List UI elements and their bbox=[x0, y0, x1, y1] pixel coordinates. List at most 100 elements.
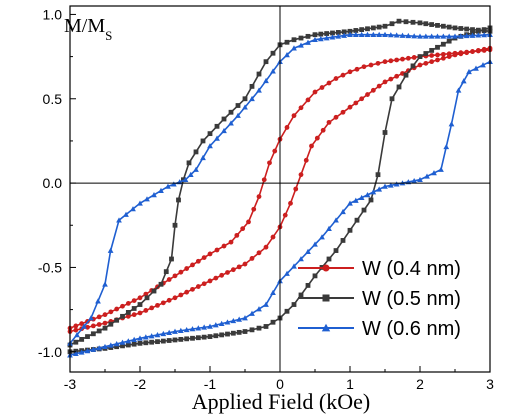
data-point bbox=[207, 278, 213, 284]
data-point bbox=[195, 284, 201, 289]
data-point bbox=[470, 49, 475, 54]
data-point bbox=[370, 87, 376, 93]
data-point bbox=[182, 176, 189, 183]
data-point bbox=[148, 333, 155, 339]
data-point bbox=[225, 331, 230, 337]
data-point bbox=[284, 52, 290, 58]
data-point bbox=[230, 317, 237, 324]
data-point bbox=[298, 105, 304, 111]
data-point bbox=[446, 24, 452, 30]
data-point bbox=[312, 36, 318, 43]
data-point bbox=[137, 310, 143, 316]
data-point bbox=[284, 39, 290, 45]
data-point bbox=[120, 343, 125, 349]
data-point bbox=[263, 59, 269, 65]
data-point bbox=[163, 269, 169, 275]
data-point bbox=[193, 166, 199, 172]
data-point bbox=[423, 51, 429, 56]
corner-label: M/MS bbox=[64, 15, 112, 43]
data-point bbox=[305, 248, 311, 254]
data-point bbox=[249, 83, 255, 89]
data-point bbox=[340, 109, 346, 115]
data-point bbox=[195, 258, 201, 264]
data-point bbox=[249, 310, 255, 316]
data-point bbox=[172, 222, 178, 228]
data-point bbox=[242, 261, 248, 267]
data-point bbox=[120, 303, 125, 309]
data-point bbox=[394, 57, 400, 63]
data-point bbox=[234, 232, 240, 238]
data-point bbox=[102, 325, 108, 331]
data-point bbox=[326, 119, 332, 125]
data-point bbox=[144, 196, 150, 202]
data-point bbox=[282, 212, 288, 218]
data-point bbox=[298, 172, 304, 178]
data-point bbox=[96, 322, 102, 327]
data-point bbox=[178, 336, 184, 342]
data-point bbox=[481, 27, 487, 33]
data-point bbox=[376, 186, 383, 192]
data-point bbox=[137, 335, 143, 341]
data-point bbox=[293, 186, 299, 192]
data-point bbox=[340, 208, 346, 215]
data-point bbox=[96, 328, 102, 334]
data-point bbox=[242, 315, 248, 321]
data-point bbox=[400, 56, 405, 62]
data-point bbox=[440, 23, 446, 29]
data-point bbox=[347, 31, 353, 37]
data-point bbox=[186, 160, 192, 166]
data-point bbox=[333, 76, 339, 81]
y-tick-label: -1.0 bbox=[38, 344, 62, 360]
data-point bbox=[314, 135, 320, 141]
data-point bbox=[347, 69, 353, 75]
data-point bbox=[347, 200, 353, 206]
data-point bbox=[423, 60, 429, 66]
data-point bbox=[435, 22, 440, 28]
data-point bbox=[184, 289, 190, 295]
data-point bbox=[190, 335, 195, 341]
data-point bbox=[340, 72, 346, 78]
data-point bbox=[312, 89, 318, 95]
data-point bbox=[236, 264, 242, 270]
legend-item: W (0.5 nm) bbox=[298, 288, 461, 310]
data-point bbox=[358, 31, 365, 37]
data-point bbox=[85, 334, 90, 339]
data-point bbox=[125, 310, 131, 315]
data-point bbox=[396, 18, 402, 24]
data-point bbox=[102, 312, 108, 318]
data-point bbox=[108, 309, 114, 315]
legend-label: W (0.5 nm) bbox=[362, 288, 461, 310]
data-point bbox=[393, 32, 400, 38]
data-point bbox=[370, 31, 377, 37]
data-point bbox=[263, 324, 269, 329]
data-point bbox=[333, 248, 339, 253]
data-point bbox=[213, 333, 219, 339]
legend-item: W (0.4 nm) bbox=[298, 258, 461, 280]
data-point bbox=[224, 319, 231, 325]
data-point bbox=[270, 68, 276, 74]
data-point bbox=[160, 330, 167, 337]
data-point bbox=[73, 327, 79, 333]
data-point bbox=[73, 339, 79, 345]
data-point bbox=[340, 238, 346, 243]
data-point bbox=[137, 295, 143, 301]
data-point bbox=[319, 85, 325, 90]
data-point bbox=[144, 295, 150, 301]
data-point bbox=[359, 96, 365, 102]
data-point bbox=[189, 326, 196, 332]
data-point bbox=[249, 256, 255, 261]
data-point bbox=[341, 32, 348, 38]
data-point bbox=[460, 78, 467, 84]
data-point bbox=[319, 234, 325, 240]
data-point bbox=[207, 323, 213, 329]
data-point bbox=[455, 87, 462, 93]
data-point bbox=[358, 194, 365, 201]
data-point bbox=[165, 183, 171, 189]
data-point bbox=[79, 321, 85, 327]
data-point bbox=[249, 95, 255, 102]
data-point bbox=[230, 330, 236, 336]
data-point bbox=[284, 125, 290, 130]
data-point bbox=[323, 35, 330, 41]
data-point bbox=[394, 73, 400, 79]
data-point bbox=[178, 269, 184, 275]
